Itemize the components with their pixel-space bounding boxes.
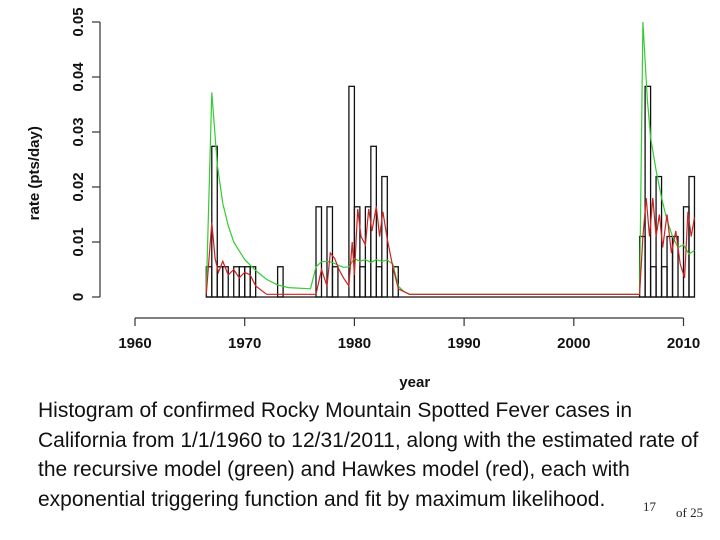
y-axis: 0 0.01 0.02 0.03 0.04 0.05 bbox=[70, 7, 101, 301]
page-number-current: 17 bbox=[643, 499, 656, 514]
histogram-bar bbox=[649, 266, 657, 298]
x-tick-label: 1960 bbox=[118, 335, 151, 352]
y-axis-title: rate (pts/day) bbox=[26, 126, 43, 220]
histogram-bar bbox=[249, 266, 257, 298]
y-tick-label: 0.04 bbox=[70, 62, 87, 92]
figure-caption: Histogram of confirmed Rocky Mountain Sp… bbox=[38, 399, 699, 511]
histogram-bar bbox=[688, 175, 696, 298]
histogram-bar bbox=[644, 85, 652, 298]
histogram-bar bbox=[375, 266, 383, 298]
y-tick-label: 0 bbox=[70, 293, 87, 301]
histogram-bars bbox=[205, 85, 696, 298]
rate-lines bbox=[205, 21, 696, 295]
x-tick-label: 2000 bbox=[557, 335, 590, 352]
hawkes-model-line bbox=[205, 197, 696, 295]
histogram-bar bbox=[222, 266, 229, 298]
histogram-bar bbox=[244, 266, 251, 298]
recursive-model-line bbox=[205, 21, 695, 295]
y-tick-label: 0.01 bbox=[70, 227, 87, 256]
x-tick-label: 1990 bbox=[447, 335, 480, 352]
histogram-bar bbox=[331, 266, 339, 298]
y-tick-label: 0.02 bbox=[70, 172, 87, 201]
histogram-bar bbox=[276, 266, 284, 298]
x-tick-label: 2010 bbox=[667, 335, 700, 352]
y-tick-label: 0.03 bbox=[70, 117, 87, 146]
histogram-bar bbox=[211, 145, 218, 298]
histogram-bar bbox=[666, 235, 674, 298]
histogram-bar bbox=[660, 266, 668, 298]
page-number-total: of 25 bbox=[676, 505, 704, 520]
histogram-chart: 0 0.01 0.02 0.03 0.04 0.05 1960 1970 1980 1990 20… bbox=[26, 7, 700, 391]
histogram-bar bbox=[359, 266, 367, 298]
x-axis: 1960 1970 1980 1990 2000 2010 bbox=[118, 317, 700, 352]
x-tick-label: 1980 bbox=[338, 335, 371, 352]
x-tick-label: 1970 bbox=[228, 335, 261, 352]
y-tick-label: 0.05 bbox=[70, 7, 87, 36]
histogram-bar bbox=[238, 266, 246, 298]
page-number: 17 of 25 bbox=[643, 499, 703, 520]
x-axis-title: year bbox=[399, 374, 430, 391]
